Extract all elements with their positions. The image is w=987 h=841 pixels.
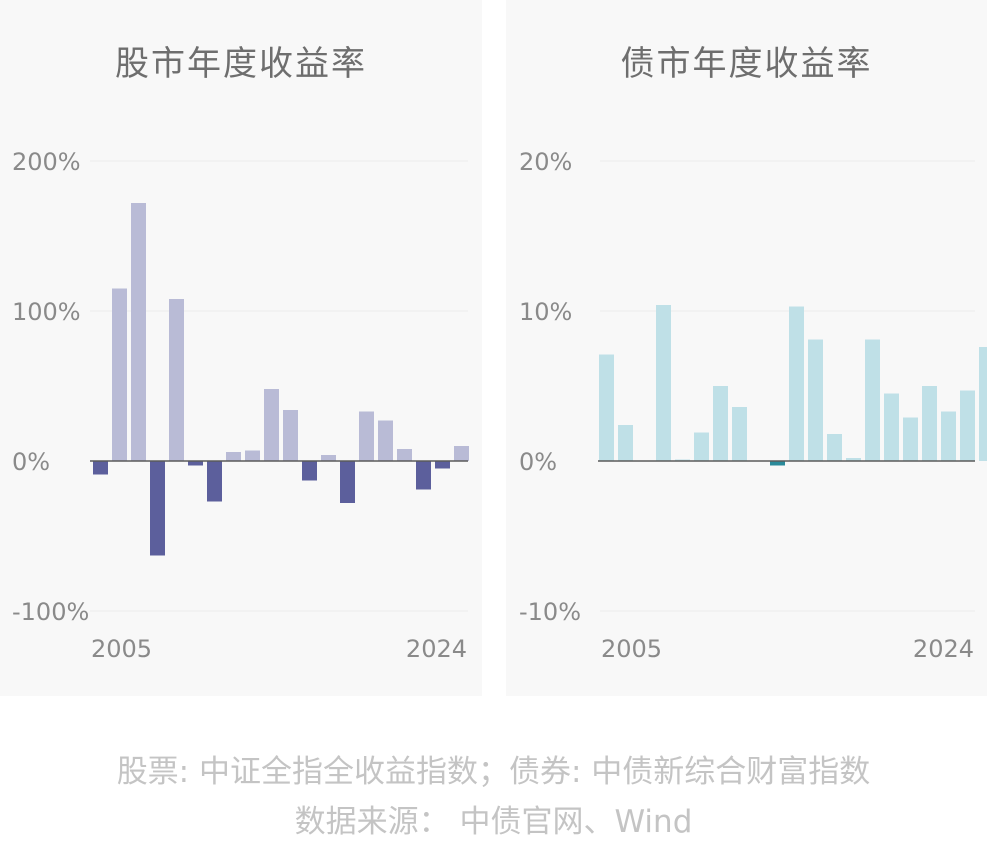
y-tick-label: 20% — [519, 148, 572, 176]
stock-returns-panel: 股市年度收益率 200% 100% 0% -100% 2005 2024 — [0, 0, 482, 696]
bar-2007 — [131, 203, 146, 461]
bond-returns-chart: 20% 10% 0% -10% 2005 2024 — [519, 148, 987, 663]
bar-2015 — [789, 306, 804, 461]
bar-2012 — [226, 452, 241, 461]
bar-2005 — [93, 461, 108, 475]
bar-2012 — [732, 407, 747, 461]
y-tick-label: 200% — [12, 148, 81, 176]
bar-2005 — [599, 354, 614, 461]
bar-2009 — [169, 299, 184, 461]
bond-chart-title: 债市年度收益率 — [620, 44, 873, 84]
bar-2011 — [713, 386, 728, 461]
y-tick-label: 0% — [12, 448, 50, 476]
bar-2023 — [941, 411, 956, 461]
y-tick-label: -10% — [519, 598, 581, 626]
bar-2022 — [922, 386, 937, 461]
bar-2014 — [770, 461, 785, 466]
stock-returns-chart: 200% 100% 0% -100%2005 2024 — [12, 148, 469, 663]
bar-2010 — [188, 461, 203, 466]
bar-2018 — [846, 458, 861, 461]
x-tick-label-start: 2005 — [91, 635, 152, 663]
bar-2020 — [378, 420, 393, 461]
bar-2011 — [207, 461, 222, 502]
x-tick-label-start: 2005 — [601, 635, 662, 663]
bar-2022 — [416, 461, 431, 490]
bond-returns-panel: 债市年度收益率 20% 10% 0% -10% 2005 2024 — [506, 0, 987, 696]
stock-chart-title: 股市年度收益率 — [115, 44, 367, 84]
footer-index-note: 股票: 中证全指全收益指数；债券: 中债新综合财富指数 — [116, 754, 871, 790]
x-tick-label-end: 2024 — [913, 635, 974, 663]
bar-2010 — [694, 432, 709, 461]
y-tick-label: 0% — [519, 448, 557, 476]
bar-2016 — [302, 461, 317, 481]
footer-source-note: 数据来源： 中债官网、Wind — [294, 804, 693, 840]
bar-2024 — [960, 390, 975, 461]
y-tick-label: -100% — [12, 598, 89, 626]
bar-2024 — [454, 446, 469, 461]
bar-2018 — [340, 461, 355, 503]
bar-2008 — [656, 305, 671, 461]
bar-2020 — [884, 393, 899, 461]
bar-2019 — [865, 339, 880, 461]
bar-2014 — [264, 389, 279, 461]
y-tick-label: 100% — [12, 298, 81, 326]
bar-2006 — [618, 425, 633, 461]
bar-2017 — [321, 455, 336, 461]
bar-2023 — [435, 461, 450, 469]
bar-2017 — [827, 434, 842, 461]
y-tick-label: 10% — [519, 298, 572, 326]
x-tick-label-end: 2024 — [406, 635, 467, 663]
bar-2013 — [245, 450, 260, 461]
bar-2019 — [359, 411, 374, 461]
bar-2021 — [903, 417, 918, 461]
bar-2024 — [979, 347, 987, 461]
bar-2021 — [397, 449, 412, 461]
bar-2015 — [283, 410, 298, 461]
bar-2008 — [150, 461, 165, 556]
bar-2006 — [112, 288, 127, 461]
bar-2016 — [808, 339, 823, 461]
